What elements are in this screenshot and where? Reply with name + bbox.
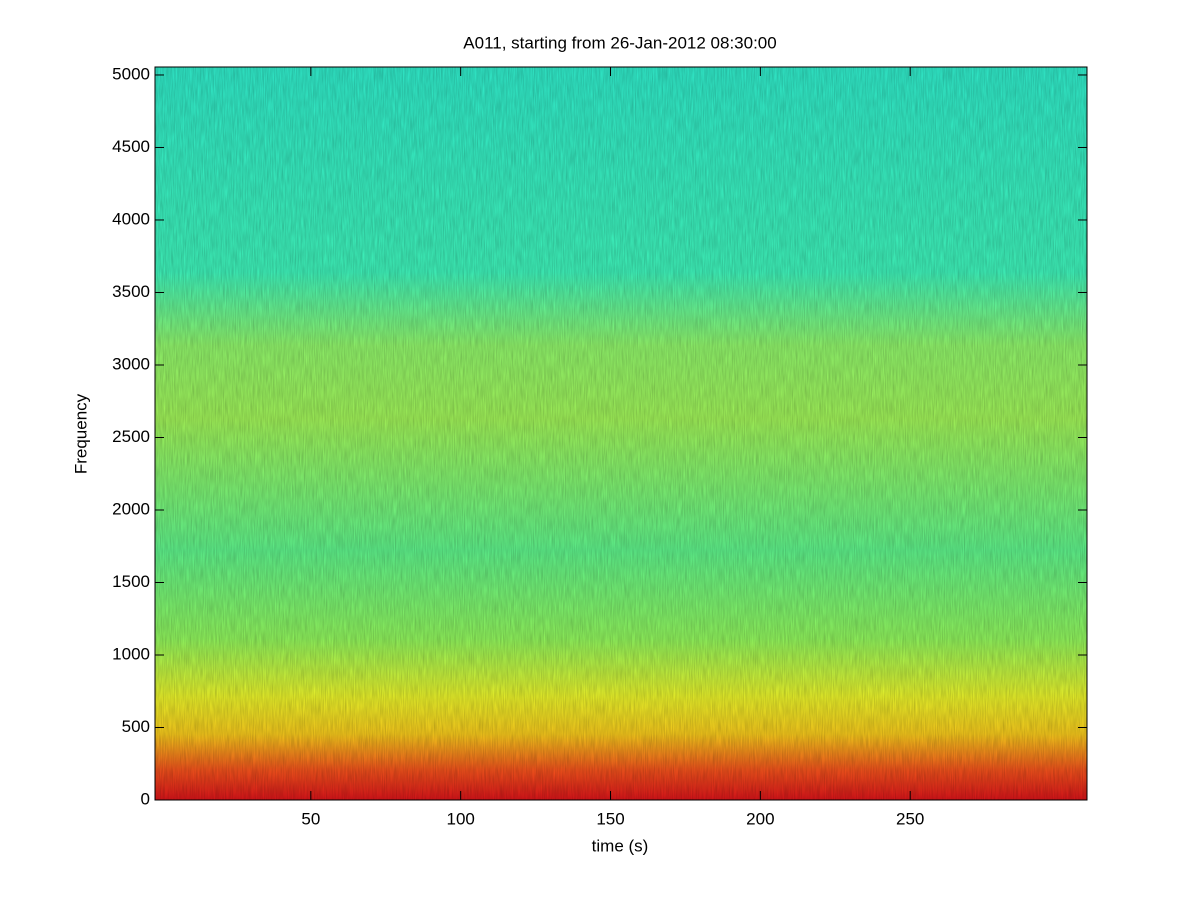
- y-tick-label: 3000: [112, 354, 150, 373]
- x-tick-label: 50: [301, 809, 320, 828]
- y-tick-label: 1000: [112, 644, 150, 663]
- spectrogram-texture: [155, 67, 1087, 800]
- chart-title: A011, starting from 26-Jan-2012 08:30:00: [463, 33, 776, 52]
- x-tick-label: 200: [746, 809, 774, 828]
- y-tick-label: 500: [122, 717, 150, 736]
- y-tick-label: 1500: [112, 572, 150, 591]
- y-tick-label: 4500: [112, 137, 150, 156]
- x-axis-label: time (s): [592, 836, 649, 855]
- x-tick-label: 250: [896, 809, 924, 828]
- y-tick-label: 2500: [112, 427, 150, 446]
- y-tick-label: 2000: [112, 499, 150, 518]
- y-tick-label: 0: [141, 789, 150, 808]
- x-tick-label: 100: [446, 809, 474, 828]
- y-tick-label: 3500: [112, 282, 150, 301]
- x-tick-label: 150: [596, 809, 624, 828]
- plot-frame: [154, 66, 1088, 801]
- y-tick-label: 5000: [112, 64, 150, 83]
- y-tick-label: 4000: [112, 209, 150, 228]
- y-axis-label: Frequency: [71, 393, 90, 474]
